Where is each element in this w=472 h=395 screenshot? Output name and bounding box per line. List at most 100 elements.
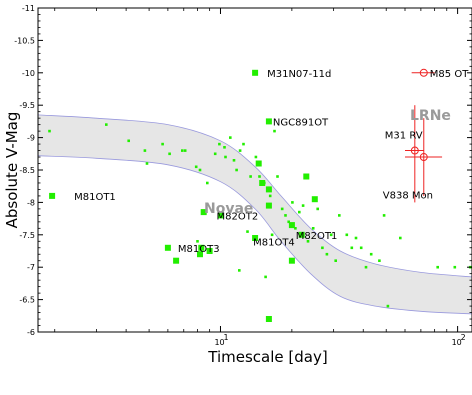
x-tick-exponent: 2 xyxy=(461,333,466,342)
nova-dot-point xyxy=(198,168,202,172)
nova-square-point xyxy=(255,160,262,167)
data-points-layer xyxy=(48,69,472,322)
nova-dot-point xyxy=(453,265,457,269)
object-label: M31N07-11d xyxy=(267,69,331,80)
nova-dot-point xyxy=(382,214,386,217)
nova-square-point xyxy=(49,192,56,199)
region-labels-layer: Novae LRNe xyxy=(204,108,451,217)
nova-dot-point xyxy=(168,152,171,156)
y-axis-title: Absolute V-Mag xyxy=(3,112,21,229)
x-tick-label: 10 xyxy=(214,338,224,347)
nova-dot-point xyxy=(127,139,130,143)
nova-dot-point xyxy=(268,194,272,198)
nova-dot-point xyxy=(246,230,249,233)
nova-dot-point xyxy=(213,152,217,156)
nova-dot-point xyxy=(298,210,301,214)
nova-dot-point xyxy=(334,259,337,262)
y-tick-label: -8 xyxy=(27,198,35,207)
nova-square-point xyxy=(259,180,266,186)
nova-dot-point xyxy=(301,204,305,207)
nova-dot-point xyxy=(287,220,290,224)
nova-dot-point xyxy=(194,165,198,169)
nova-dot-point xyxy=(359,246,363,250)
nova-square-point xyxy=(265,186,272,193)
nova-dot-point xyxy=(306,240,310,243)
lrne-label: V838 Mon xyxy=(383,191,433,202)
nova-dot-point xyxy=(369,252,373,256)
nova-dot-point xyxy=(143,149,147,152)
object-label: NGC891OT xyxy=(273,117,329,128)
nova-square-point xyxy=(173,257,180,264)
nova-dot-point xyxy=(325,252,329,256)
nova-dot-point xyxy=(264,275,267,279)
nova-dot-point xyxy=(232,159,236,162)
nova-square-point xyxy=(265,316,272,322)
nova-dot-point xyxy=(238,149,242,152)
nova-band-upper-edge xyxy=(38,114,472,278)
nova-dot-point xyxy=(280,207,284,211)
nova-dot-point xyxy=(291,201,294,204)
nova-dot-point xyxy=(181,149,184,152)
nova-square-point xyxy=(298,231,305,238)
nova-dot-point xyxy=(399,236,402,240)
nova-square-point xyxy=(217,212,224,219)
nova-dot-point xyxy=(224,155,227,159)
nova-square-point xyxy=(164,244,171,251)
nova-dot-point xyxy=(321,246,324,250)
nova-dot-point xyxy=(161,142,164,146)
lrne-label: M31 RV xyxy=(385,131,423,142)
nova-dot-point xyxy=(316,207,319,211)
nova-square-point xyxy=(197,251,203,258)
y-tick-label: -10 xyxy=(22,69,35,78)
nova-dot-point xyxy=(145,162,149,165)
y-tick-label: -6 xyxy=(27,328,35,337)
nova-square-point xyxy=(265,118,272,125)
nova-square-point xyxy=(288,222,295,229)
y-tick-label: -11 xyxy=(22,4,35,13)
nova-dot-point xyxy=(338,214,341,217)
object-label: M81OT1 xyxy=(74,192,116,203)
object-label: M81OT3 xyxy=(178,244,220,255)
x-tick-exponent: 1 xyxy=(223,333,228,342)
object-label: M82OT2 xyxy=(217,211,259,222)
y-tick-label: -10.5 xyxy=(14,36,35,45)
nova-dot-point xyxy=(242,142,245,146)
y-tick-label: -7 xyxy=(27,263,35,272)
nova-dot-point xyxy=(235,168,238,172)
x-tick-label: 10 xyxy=(452,338,462,347)
y-tick-label: -9.5 xyxy=(19,101,35,110)
nova-square-point xyxy=(252,235,259,241)
nova-square-point xyxy=(252,69,259,76)
nova-dot-point xyxy=(249,175,252,178)
nova-square-point xyxy=(311,196,318,203)
nova-dot-point xyxy=(311,227,315,230)
x-axis-title: Timescale [day] xyxy=(207,348,327,366)
nova-dot-point xyxy=(238,269,241,272)
lrne-label: M85 OT xyxy=(430,69,469,80)
lrne-layer xyxy=(405,68,443,203)
nova-dot-point xyxy=(329,233,333,237)
nova-dot-point xyxy=(276,175,279,178)
y-tick-label: -6.5 xyxy=(19,296,35,305)
nova-dot-point xyxy=(258,175,261,178)
region-label-lrne: LRNe xyxy=(410,108,451,124)
object-label: M82OT1 xyxy=(296,231,338,242)
nova-dot-point xyxy=(105,123,108,126)
nova-square-point xyxy=(288,257,295,264)
nova-dot-point xyxy=(206,181,209,185)
nova-dot-point xyxy=(284,214,287,217)
nova-dot-point xyxy=(254,155,258,159)
nova-band-layer xyxy=(38,114,472,315)
y-tick-label: -8.5 xyxy=(19,166,35,175)
nova-dot-point xyxy=(294,227,297,230)
nova-dot-point xyxy=(183,149,187,152)
nova-dot-point xyxy=(378,259,381,262)
nova-dot-point xyxy=(354,236,358,240)
nova-square-point xyxy=(265,202,272,209)
y-tick-label: -9 xyxy=(27,134,35,143)
nova-dot-point xyxy=(270,233,274,237)
nova-band-lower-edge xyxy=(38,155,472,315)
nova-dot-point xyxy=(229,136,232,139)
